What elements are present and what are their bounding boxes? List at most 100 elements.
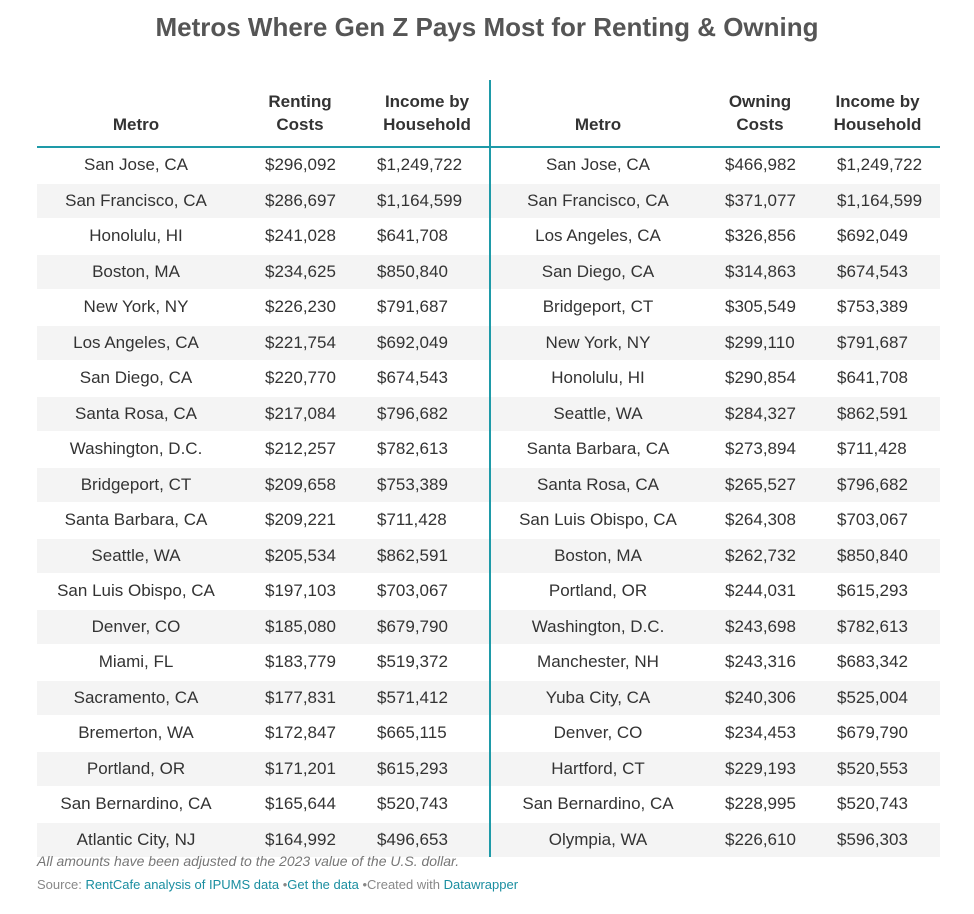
table-row: Atlantic City, NJ $164,992 $496,653 Olympia… [37, 822, 940, 857]
table-cell: Portland, OR [490, 573, 705, 610]
table-cell: $796,682 [365, 396, 491, 432]
table-row: Seattle, WA $205,534 $862,591 Boston, MA $26… [37, 538, 940, 574]
column-header-text: Metro [112, 115, 160, 134]
table-cell: $244,031 [705, 573, 815, 610]
table-cell: Hartford, CT [490, 751, 705, 787]
table-cell: $850,840 [815, 538, 940, 574]
table-cell: $209,221 [235, 502, 365, 539]
created-with: Created with [367, 877, 440, 892]
column-header: Owning Costs [705, 80, 815, 148]
table-row: New York, NY $226,230 $791,687 Bridgeport, … [37, 289, 940, 326]
table-cell: $850,840 [365, 254, 491, 290]
table-cell: $1,249,722 [815, 147, 940, 184]
table-cell: $299,110 [705, 325, 815, 361]
table-cell: $234,453 [705, 715, 815, 752]
table-cell: $241,028 [235, 218, 365, 255]
table-cell: San Jose, CA [490, 147, 705, 184]
table-cell: $209,658 [235, 467, 365, 503]
get-data-link[interactable]: Get the data [287, 877, 359, 892]
data-table: Metro Renting Costs Income by Household Met… [37, 80, 940, 857]
table-cell: Yuba City, CA [490, 680, 705, 716]
source-link[interactable]: RentCafe analysis of IPUMS data [85, 877, 280, 892]
table-cell: San Bernardino, CA [490, 786, 705, 823]
table-cell: Bridgeport, CT [490, 289, 705, 326]
table-cell: $286,697 [235, 183, 365, 219]
table-cell: $226,230 [235, 289, 365, 326]
datawrapper-link[interactable]: Datawrapper [443, 877, 519, 892]
table-cell: Los Angeles, CA [37, 325, 235, 361]
table-cell: $171,201 [235, 751, 365, 787]
table-cell: $782,613 [365, 431, 491, 468]
table-cell: Denver, CO [490, 715, 705, 752]
table-row: Miami, FL $183,779 $519,372 Manchester, NH $… [37, 644, 940, 681]
table-cell: $177,831 [235, 680, 365, 716]
table-cell: $791,687 [365, 289, 491, 326]
table-cell: $217,084 [235, 396, 365, 432]
table-cell: $782,613 [815, 609, 940, 645]
table-cell: Manchester, NH [490, 644, 705, 681]
table-cell: $234,625 [235, 254, 365, 290]
table-cell: $791,687 [815, 325, 940, 361]
table-row: Santa Rosa, CA $217,084 $796,682 Seattle, W… [37, 396, 940, 432]
table-cell: $665,115 [365, 715, 491, 752]
table-row: Portland, OR $171,201 $615,293 Hartford, CT… [37, 751, 940, 787]
table-cell: Portland, OR [37, 751, 235, 787]
table-cell: $703,067 [815, 502, 940, 539]
table-cell: $674,543 [815, 254, 940, 290]
table-row: Washington, D.C. $212,257 $782,613 Santa Ba… [37, 431, 940, 468]
table-cell: $1,164,599 [365, 183, 491, 219]
table-cell: Los Angeles, CA [490, 218, 705, 255]
table-cell: San Diego, CA [490, 254, 705, 290]
separator [279, 877, 287, 892]
table-cell: $273,894 [705, 431, 815, 468]
table-cell: Santa Rosa, CA [490, 467, 705, 503]
table-cell: Washington, D.C. [37, 431, 235, 468]
column-header-text: Metro [574, 115, 622, 134]
table-cell: $679,790 [815, 715, 940, 752]
table-cell: $371,077 [705, 183, 815, 219]
column-header: Income by Household [365, 80, 491, 148]
table-cell: $205,534 [235, 538, 365, 574]
table-cell: $692,049 [815, 218, 940, 255]
table-cell: $243,316 [705, 644, 815, 681]
table-row: Sacramento, CA $177,831 $571,412 Yuba City,… [37, 680, 940, 716]
table-cell: $674,543 [365, 360, 491, 397]
table-body: San Jose, CA $296,092 $1,249,722 San Jose, … [37, 147, 940, 857]
table-row: Denver, CO $185,080 $679,790 Washington, D.… [37, 609, 940, 645]
table-cell: $228,995 [705, 786, 815, 823]
table-cell: $229,193 [705, 751, 815, 787]
table-row: Bridgeport, CT $209,658 $753,389 Santa Rosa… [37, 467, 940, 503]
table-cell: $221,754 [235, 325, 365, 361]
table-cell: $796,682 [815, 467, 940, 503]
table-cell: Sacramento, CA [37, 680, 235, 716]
table-cell: Honolulu, HI [490, 360, 705, 397]
table-cell: Santa Rosa, CA [37, 396, 235, 432]
table-row: San Francisco, CA $286,697 $1,164,599 San F… [37, 183, 940, 219]
table-row: Los Angeles, CA $221,754 $692,049 New York,… [37, 325, 940, 361]
table-cell: New York, NY [490, 325, 705, 361]
table-cell: $305,549 [705, 289, 815, 326]
table-head: Metro Renting Costs Income by Household Met… [37, 80, 940, 148]
table-cell: Washington, D.C. [490, 609, 705, 645]
table-cell: $314,863 [705, 254, 815, 290]
table-cell: $183,779 [235, 644, 365, 681]
table-row: San Bernardino, CA $165,644 $520,743 San Be… [37, 786, 940, 823]
table-cell: Olympia, WA [490, 822, 705, 857]
table-cell: $520,743 [365, 786, 491, 823]
note: All amounts have been adjusted to the 20… [37, 853, 460, 869]
table-cell: $753,389 [815, 289, 940, 326]
table-cell: Boston, MA [490, 538, 705, 574]
table-row: San Luis Obispo, CA $197,103 $703,067 Portl… [37, 573, 940, 610]
table-cell: Miami, FL [37, 644, 235, 681]
table-cell: $520,553 [815, 751, 940, 787]
table-cell: $711,428 [365, 502, 491, 539]
table-cell: $326,856 [705, 218, 815, 255]
table-cell: $240,306 [705, 680, 815, 716]
table-cell: San Diego, CA [37, 360, 235, 397]
table-cell: $571,412 [365, 680, 491, 716]
table-cell: $265,527 [705, 467, 815, 503]
header-row: Metro Renting Costs Income by Household Met… [37, 80, 940, 148]
table-cell: Bremerton, WA [37, 715, 235, 752]
table-cell: $284,327 [705, 396, 815, 432]
